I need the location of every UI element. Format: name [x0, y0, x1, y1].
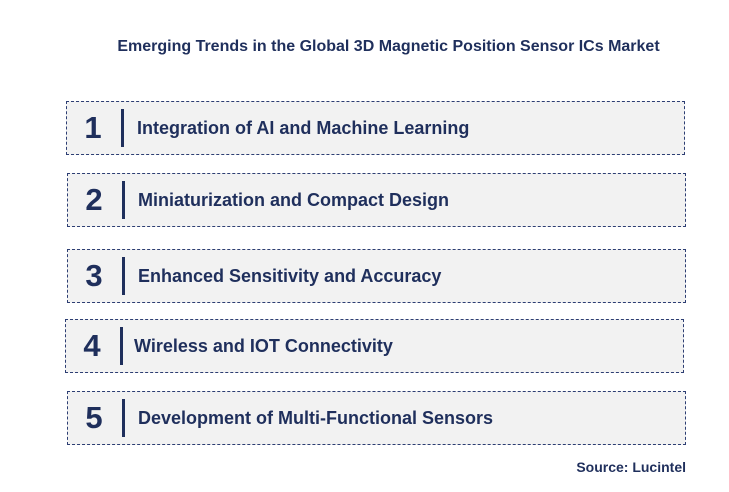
- trend-number: 4: [83, 328, 101, 363]
- trend-divider: [122, 257, 125, 295]
- trend-item-3: 3 Enhanced Sensitivity and Accuracy: [67, 249, 686, 303]
- trend-number: 1: [84, 110, 102, 145]
- trend-divider: [122, 399, 125, 437]
- trend-item-1: 1 Integration of AI and Machine Learning: [66, 101, 685, 155]
- trend-divider: [121, 109, 124, 147]
- trend-item-5: 5 Development of Multi-Functional Sensor…: [67, 391, 686, 445]
- trend-divider: [122, 181, 125, 219]
- trend-label: Integration of AI and Machine Learning: [137, 117, 470, 138]
- trend-number: 5: [85, 400, 103, 435]
- source-note: Source: Lucintel: [576, 459, 686, 475]
- trend-label: Development of Multi-Functional Sensors: [138, 407, 494, 428]
- trend-label: Wireless and IOT Connectivity: [134, 335, 393, 356]
- trend-number: 3: [85, 258, 103, 293]
- trend-label: Enhanced Sensitivity and Accuracy: [138, 265, 442, 286]
- trend-number: 2: [85, 182, 103, 217]
- trend-item-4: 4 Wireless and IOT Connectivity: [65, 319, 684, 373]
- trend-label: Miniaturization and Compact Design: [138, 189, 450, 210]
- trend-item-2: 2 Miniaturization and Compact Design: [67, 173, 686, 227]
- trend-divider: [120, 327, 123, 365]
- page-title: Emerging Trends in the Global 3D Magneti…: [117, 38, 660, 55]
